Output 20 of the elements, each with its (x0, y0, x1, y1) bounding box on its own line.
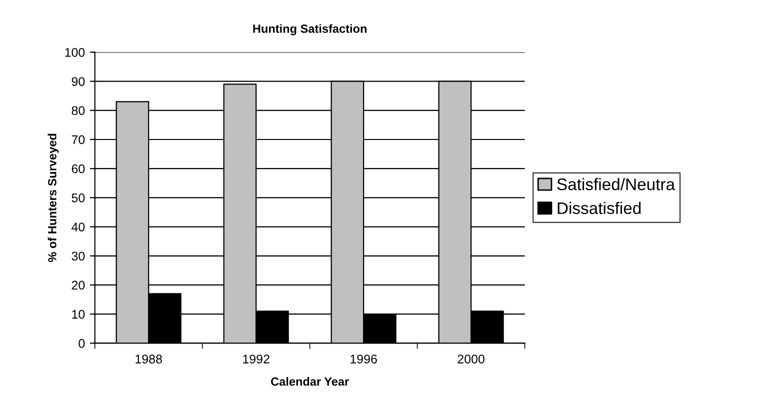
y-tick-label: 80 (72, 106, 85, 116)
y-tick-label: 90 (72, 77, 85, 86)
y-tick-label: 40 (72, 222, 85, 232)
x-tick-label: 2000 (458, 354, 484, 364)
x-tick-label: 1996 (350, 354, 377, 364)
x-tick-label: 1988 (136, 354, 162, 364)
legend-label: Satisfied/Neutra (557, 178, 676, 190)
chart-title: Hunting Satisfaction (253, 24, 366, 36)
y-tick-label: 100 (65, 48, 85, 57)
y-tick-label: 20 (72, 280, 85, 290)
y-tick-label: 60 (72, 164, 85, 174)
y-tick-label: 0 (78, 338, 85, 348)
y-axis-title: % of Hunters Surveyed (48, 134, 59, 262)
x-tick-label: 1992 (243, 354, 270, 364)
x-axis-title: Calendar Year (271, 377, 349, 386)
y-tick-label: 10 (72, 310, 85, 319)
y-tick-label: 50 (72, 193, 85, 202)
y-tick-label: 30 (72, 252, 85, 261)
y-tick-label: 70 (72, 135, 85, 144)
legend-label: Dissatisfied (558, 202, 641, 214)
